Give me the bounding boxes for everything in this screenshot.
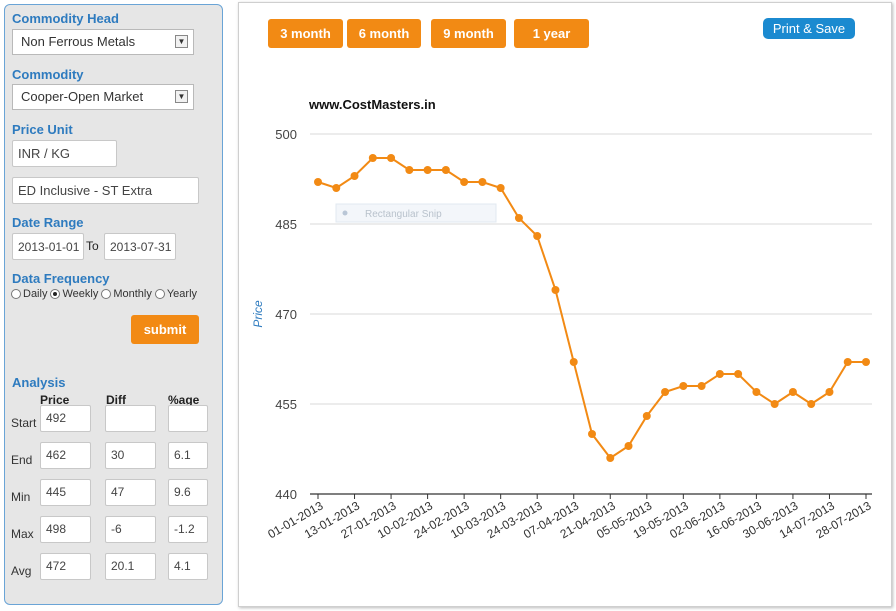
analysis-pct-cell[interactable]: 6.1 bbox=[168, 442, 208, 469]
data-point[interactable] bbox=[734, 370, 743, 378]
analysis-col-price: Price bbox=[40, 393, 70, 407]
data-point[interactable] bbox=[405, 166, 414, 174]
data-point[interactable] bbox=[788, 388, 797, 396]
commodity-head-select[interactable]: Non Ferrous Metals ▼ bbox=[12, 29, 194, 55]
data-point[interactable] bbox=[825, 388, 834, 396]
series-line bbox=[317, 157, 866, 460]
frequency-option-yearly[interactable]: Yearly bbox=[154, 288, 197, 300]
analysis-diff-cell[interactable]: 30 bbox=[105, 442, 156, 469]
y-tick-label: 485 bbox=[275, 217, 297, 232]
data-point[interactable] bbox=[679, 382, 688, 390]
chevron-down-icon[interactable]: ▼ bbox=[175, 35, 188, 48]
analysis-title: Analysis bbox=[12, 375, 66, 390]
y-tick-label: 455 bbox=[275, 397, 297, 412]
commodity-label: Commodity bbox=[12, 67, 84, 82]
radio-icon[interactable] bbox=[11, 289, 21, 299]
data-point[interactable] bbox=[551, 286, 560, 294]
date-range-label: Date Range bbox=[12, 215, 84, 230]
radio-icon[interactable] bbox=[154, 289, 165, 299]
analysis-row-label: Max bbox=[11, 527, 34, 541]
filter-panel: Commodity Head Non Ferrous Metals ▼ Comm… bbox=[4, 4, 223, 605]
data-point[interactable] bbox=[624, 442, 633, 450]
rectangular-snip-watermark: Rectangular Snip bbox=[335, 203, 497, 223]
data-point[interactable] bbox=[770, 400, 779, 408]
watermark-text: Rectangular Snip bbox=[365, 209, 442, 220]
commodity-select[interactable]: Cooper-Open Market ▼ bbox=[12, 84, 194, 110]
data-point[interactable] bbox=[642, 412, 651, 420]
date-from-input[interactable]: 2013-01-01 bbox=[12, 233, 84, 260]
analysis-price-cell[interactable]: 472 bbox=[40, 553, 91, 580]
analysis-diff-cell[interactable]: 47 bbox=[105, 479, 156, 506]
analysis-diff-cell[interactable]: -6 bbox=[105, 516, 156, 543]
frequency-option-daily[interactable]: Daily bbox=[11, 288, 47, 300]
tax-basis-input[interactable]: ED Inclusive - ST Extra bbox=[12, 177, 199, 204]
data-point[interactable] bbox=[533, 232, 542, 240]
analysis-price-cell[interactable]: 498 bbox=[40, 516, 91, 543]
data-point[interactable] bbox=[588, 430, 596, 438]
price-unit-input[interactable]: INR / KG bbox=[12, 140, 117, 167]
analysis-col-pct: %age bbox=[168, 393, 200, 407]
analysis-row-label: Avg bbox=[11, 564, 32, 578]
period-1-year-button[interactable]: 1 year bbox=[514, 19, 589, 48]
data-point[interactable] bbox=[752, 388, 761, 396]
data-point[interactable] bbox=[661, 388, 670, 396]
data-point[interactable] bbox=[862, 358, 870, 366]
data-point[interactable] bbox=[478, 178, 487, 186]
data-point[interactable] bbox=[697, 382, 706, 390]
frequency-option-weekly[interactable]: Weekly bbox=[50, 288, 98, 300]
chevron-down-icon[interactable]: ▼ bbox=[175, 90, 188, 103]
commodity-value: Cooper-Open Market bbox=[21, 89, 144, 104]
analysis-pct-cell[interactable]: -1.2 bbox=[168, 516, 208, 543]
chart-panel: 3 month 6 month 9 month 1 year Print & S… bbox=[238, 2, 892, 607]
date-to-input[interactable]: 2013-07-31 bbox=[104, 233, 176, 260]
data-point[interactable] bbox=[314, 178, 322, 186]
data-point[interactable] bbox=[514, 214, 523, 222]
period-3-month-button[interactable]: 3 month bbox=[268, 19, 343, 48]
analysis-price-cell[interactable]: 445 bbox=[40, 479, 91, 506]
y-axis-label: Price bbox=[251, 300, 265, 328]
analysis-col-diff: Diff bbox=[106, 393, 126, 407]
analysis-pct-cell[interactable] bbox=[168, 405, 208, 432]
y-tick-label: 470 bbox=[275, 307, 297, 322]
analysis-row-label: Min bbox=[11, 490, 31, 504]
data-point[interactable] bbox=[715, 370, 724, 378]
data-point[interactable] bbox=[441, 166, 450, 174]
analysis-row-label: Start bbox=[11, 416, 37, 430]
data-point[interactable] bbox=[332, 184, 341, 192]
radio-icon[interactable] bbox=[101, 289, 112, 299]
radio-selected-icon[interactable] bbox=[50, 289, 61, 299]
data-point[interactable] bbox=[606, 454, 615, 462]
data-point[interactable] bbox=[843, 358, 852, 366]
data-point[interactable] bbox=[496, 184, 505, 192]
price-unit-label: Price Unit bbox=[12, 122, 73, 137]
data-point[interactable] bbox=[569, 358, 578, 366]
analysis-diff-cell[interactable]: 20.1 bbox=[105, 553, 156, 580]
data-point[interactable] bbox=[368, 154, 377, 162]
commodity-head-label: Commodity Head bbox=[12, 11, 119, 26]
analysis-row-label: End bbox=[11, 453, 33, 467]
data-point[interactable] bbox=[423, 166, 432, 174]
frequency-option-monthly[interactable]: Monthly bbox=[101, 288, 152, 300]
date-to-label: To bbox=[86, 239, 99, 253]
commodity-head-value: Non Ferrous Metals bbox=[21, 34, 136, 49]
analysis-pct-cell[interactable]: 4.1 bbox=[168, 553, 208, 580]
y-tick-label: 500 bbox=[275, 127, 297, 142]
data-point[interactable] bbox=[807, 400, 816, 408]
analysis-price-cell[interactable]: 492 bbox=[40, 405, 91, 432]
y-tick-label: 440 bbox=[275, 487, 297, 502]
submit-button[interactable]: submit bbox=[131, 315, 199, 344]
analysis-price-cell[interactable]: 462 bbox=[40, 442, 91, 469]
chart-title: www.CostMasters.in bbox=[308, 97, 436, 112]
print-save-button[interactable]: Print & Save bbox=[763, 18, 855, 39]
data-point[interactable] bbox=[350, 172, 359, 180]
data-frequency-label: Data Frequency bbox=[12, 271, 110, 286]
frequency-radio-group: Daily Weekly Monthly Yearly bbox=[11, 288, 200, 300]
data-point[interactable] bbox=[460, 178, 469, 186]
analysis-pct-cell[interactable]: 9.6 bbox=[168, 479, 208, 506]
period-6-month-button[interactable]: 6 month bbox=[347, 19, 421, 48]
data-point[interactable] bbox=[387, 154, 396, 162]
analysis-diff-cell[interactable] bbox=[105, 405, 156, 432]
period-9-month-button[interactable]: 9 month bbox=[431, 19, 506, 48]
